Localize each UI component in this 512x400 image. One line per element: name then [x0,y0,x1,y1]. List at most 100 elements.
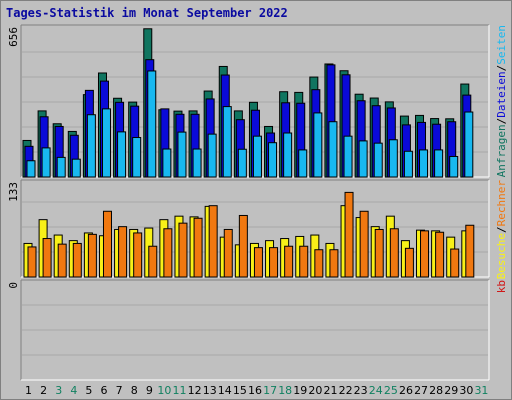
bar-seiten [177,131,187,178]
bar-seiten [252,135,262,178]
bar-seiten [237,148,247,178]
x-tick-label: 23 [354,384,368,397]
bar-rechner [148,245,158,278]
bar-rechner [389,228,399,278]
bar-rechner [269,247,279,278]
bar-seiten [71,158,81,178]
bar-rechner [435,231,445,278]
bar-rechner [87,233,97,278]
bar-seiten [222,106,232,178]
bar-seiten [328,121,338,178]
bar-seiten [101,108,111,178]
bar-rechner [329,249,339,278]
bar-seiten [373,142,383,178]
bar-rechner [314,249,324,278]
bar-rechner [374,228,384,278]
bar-seiten [449,155,459,178]
bar-rechner [299,245,309,278]
bar-rechner [193,217,203,278]
x-tick-label: 7 [116,384,123,397]
bar-rechner [133,232,143,278]
legend-requests: Anfragen/Dateien/Seiten [495,25,508,177]
legend-item-rechner: Rechner [495,180,508,227]
x-tick-label: 14 [218,384,232,397]
legend-item-dateien: Dateien [495,71,508,117]
x-tick-label: 28 [429,384,443,397]
y-max-label-traffic: 0 [7,282,20,289]
legend-separator: / [495,226,508,233]
bar-seiten [343,135,353,178]
x-tick-label: 5 [85,384,92,397]
bar-rechner [420,230,430,278]
bar-seiten [464,111,474,178]
x-tick-label: 31 [474,384,488,397]
bar-rechner [118,226,128,278]
x-tick-label: 8 [131,384,138,397]
bar-rechner [163,228,173,278]
bar-seiten [298,149,308,178]
bar-seiten [268,142,278,178]
bar-rechner [178,222,188,278]
bar-rechner [42,238,52,278]
bar-rechner [208,205,218,278]
x-tick-label: 19 [293,384,307,397]
bar-seiten [56,156,66,178]
bar-seiten [86,114,96,178]
legend-separator: / [495,118,508,125]
bar-rechner [57,243,67,278]
x-tick-label: 22 [339,384,353,397]
x-tick-label: 3 [55,384,62,397]
x-tick-label: 15 [233,384,247,397]
bar-seiten [147,70,157,178]
bar-seiten [117,131,127,178]
bar-seiten [388,139,398,178]
bar-rechner [102,210,112,278]
y-max-label-visits: 133 [7,182,20,202]
bar-seiten [419,149,429,178]
legend-item-anfragen: Anfragen [495,124,508,177]
x-tick-label: 16 [248,384,262,397]
bar-seiten [403,150,413,178]
x-tick-label: 2 [40,384,47,397]
x-tick-label: 24 [369,384,383,397]
legend-item-kb: kb [495,280,508,293]
x-tick-label: 17 [263,384,277,397]
bar-rechner [359,210,369,278]
bar-rechner [450,248,460,278]
bar-seiten [162,148,172,178]
bar-rechner [223,228,233,278]
x-tick-label: 21 [323,384,337,397]
bar-seiten [132,137,142,178]
x-tick-label: 6 [101,384,108,397]
bar-rechner [344,191,354,278]
x-tick-label: 27 [414,384,428,397]
legend-traffic: kb [495,280,508,293]
x-tick-label: 4 [70,384,77,397]
bar-seiten [283,132,293,178]
legend-separator: / [495,65,508,72]
bar-rechner [404,247,414,278]
bar-seiten [41,147,51,178]
bar-seiten [207,133,217,178]
bar-seiten [434,149,444,178]
bar-rechner [27,246,37,278]
bar-rechner [465,224,475,278]
x-tick-label: 25 [384,384,398,397]
x-tick-label: 18 [278,384,292,397]
x-tick-label: 1 [25,384,32,397]
bar-seiten [358,140,368,178]
x-tick-label: 29 [444,384,458,397]
x-tick-label: 12 [188,384,202,397]
bar-seiten [192,148,202,178]
x-tick-label: 26 [399,384,413,397]
bar-rechner [238,214,248,278]
y-max-label-requests: 656 [7,27,20,47]
x-tick-label: 20 [308,384,322,397]
bar-seiten [26,160,36,178]
legend-visits: Besuche/Rechner [495,180,508,280]
x-tick-label: 13 [203,384,217,397]
x-tick-label: 9 [146,384,153,397]
bar-rechner [284,245,294,278]
x-tick-label: 30 [459,384,473,397]
